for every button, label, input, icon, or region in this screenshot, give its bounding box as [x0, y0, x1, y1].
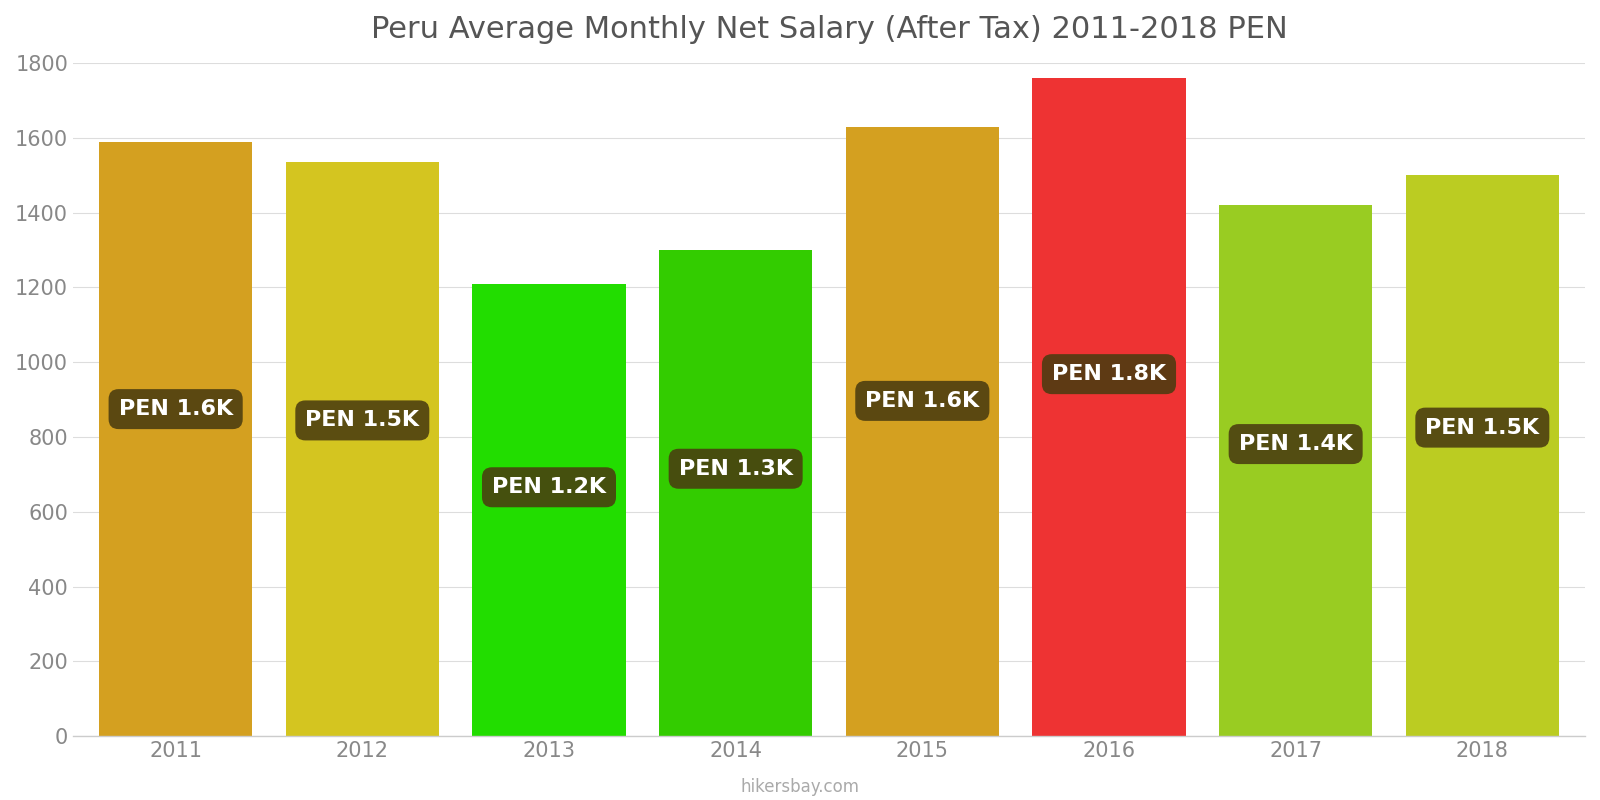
Bar	[99, 142, 253, 736]
Title: Peru Average Monthly Net Salary (After Tax) 2011-2018 PEN: Peru Average Monthly Net Salary (After T…	[371, 15, 1288, 44]
Text: hikersbay.com: hikersbay.com	[741, 778, 859, 796]
Bar	[659, 250, 813, 736]
Bar	[1032, 78, 1186, 736]
Bar	[846, 126, 998, 736]
Bar	[1219, 205, 1373, 736]
Text: PEN 1.6K: PEN 1.6K	[118, 399, 232, 419]
Text: PEN 1.5K: PEN 1.5K	[306, 410, 419, 430]
Text: PEN 1.6K: PEN 1.6K	[866, 391, 979, 411]
Text: PEN 1.5K: PEN 1.5K	[1426, 418, 1539, 438]
Text: PEN 1.2K: PEN 1.2K	[491, 478, 606, 498]
Bar	[472, 284, 626, 736]
Text: PEN 1.8K: PEN 1.8K	[1051, 364, 1166, 384]
Text: PEN 1.4K: PEN 1.4K	[1238, 434, 1352, 454]
Bar	[286, 162, 438, 736]
Text: PEN 1.3K: PEN 1.3K	[678, 458, 792, 478]
Bar	[1406, 175, 1558, 736]
